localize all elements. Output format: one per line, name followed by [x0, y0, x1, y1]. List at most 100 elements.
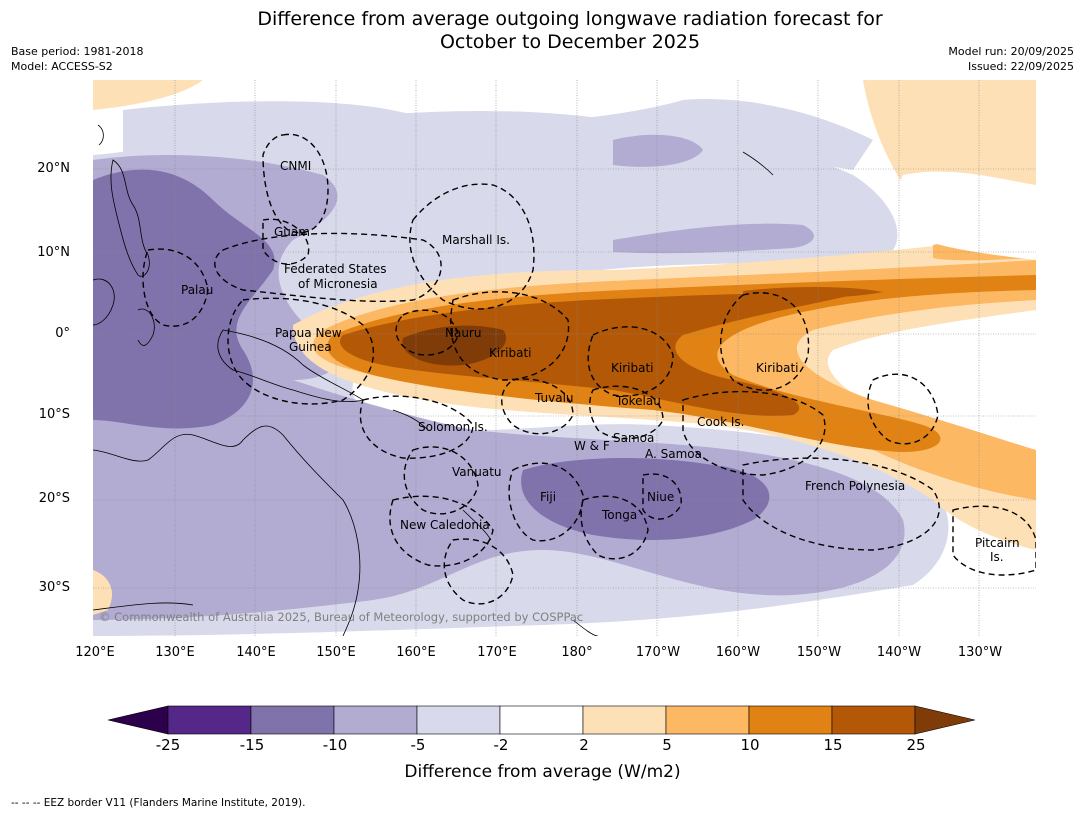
eez-png: [227, 297, 374, 405]
colorbar-extend-high: [914, 705, 976, 735]
colorbar-segment: [665, 705, 750, 735]
new-caledonia-coast: [462, 509, 492, 541]
lon-label-160e: 160°E: [396, 645, 436, 660]
label-kiribati-c: Kiribati: [611, 361, 653, 375]
colorbar-segment: [582, 705, 667, 735]
lat-label-20n: 20°N: [37, 161, 70, 176]
label-solomon: Solomon Is.: [418, 420, 488, 434]
label-pitcairn-2: Is.: [990, 550, 1004, 564]
label-png-2: Guinea: [289, 340, 332, 354]
forecast-map: CNMI Guam Marshall Is. Federated States …: [93, 80, 1036, 636]
label-new-caledonia: New Caledonia: [400, 518, 490, 532]
eez-cnmi: [262, 133, 329, 234]
label-nauru: Nauru: [445, 326, 481, 340]
meta-right: Model run: 20/09/2025 Issued: 22/09/2025: [948, 44, 1074, 74]
colorbar-tick: -25: [155, 736, 181, 754]
label-wf: W & F: [574, 439, 610, 453]
eez-guam: [262, 218, 310, 265]
label-french-polynesia: French Polynesia: [805, 479, 905, 493]
chart-title: Difference from average outgoing longwav…: [0, 8, 1085, 54]
eez-niue: [642, 473, 682, 520]
label-fsm-1: Federated States: [284, 262, 386, 276]
label-marshall: Marshall Is.: [442, 233, 510, 247]
eez-nauru: [395, 309, 459, 356]
label-samoa: Samoa: [613, 431, 654, 445]
colorbar-tick: -10: [322, 736, 348, 754]
colorbar-tick: -15: [239, 736, 265, 754]
hawaii-coast: [742, 151, 774, 176]
eez-tuvalu: [501, 378, 574, 435]
label-guam: Guam: [274, 225, 310, 239]
label-niue: Niue: [647, 490, 674, 504]
eez-tokelau: [589, 385, 664, 440]
anomaly-medium-purple-cap: [613, 134, 703, 167]
colorbar-segment: [416, 705, 501, 735]
lat-label-10s: 10°S: [38, 407, 70, 422]
colorbar-tick: 5: [662, 736, 672, 754]
eez-source-note: -- -- -- EEZ border V11 (Flanders Marine…: [11, 797, 306, 809]
lat-label-0: 0°: [55, 326, 70, 341]
eez-palau: [142, 248, 209, 327]
gridlines: [93, 80, 1036, 636]
label-cook: Cook Is.: [697, 415, 744, 429]
colorbar: [107, 705, 976, 735]
lat-label-20s: 20°S: [38, 491, 70, 506]
new-zealand-coast: [572, 619, 599, 636]
anomaly-darkest-orange-core: [339, 293, 853, 416]
region-labels: CNMI Guam Marshall Is. Federated States …: [181, 159, 1020, 564]
eez-kiribati-central: [587, 326, 674, 397]
label-tonga: Tonga: [601, 508, 637, 522]
label-tokelau: Tokelau: [615, 394, 661, 408]
eez-borders: [142, 133, 1036, 605]
borneo-coast: [93, 278, 115, 326]
eez-tonga: [580, 495, 649, 560]
lon-label-150w: 150°W: [796, 645, 842, 660]
copyright-notice: © Commonwealth of Australia 2025, Bureau…: [99, 610, 583, 624]
label-cnmi: CNMI: [280, 159, 311, 173]
colorbar-segment: [167, 705, 252, 735]
lon-label-120e: 120°E: [75, 645, 115, 660]
issued-date: Issued: 22/09/2025: [967, 60, 1074, 73]
label-png-1: Papua New: [275, 326, 342, 340]
solomon-coast: [392, 409, 429, 431]
australia-coast: [93, 425, 361, 636]
lon-label-150e: 150°E: [316, 645, 356, 660]
colorbar-tick: -2: [493, 736, 509, 754]
eez-fiji: [508, 462, 584, 542]
colorbar-tick: 2: [579, 736, 589, 754]
anomaly-dark-purple-west: [93, 169, 275, 429]
lon-label-180: 180°: [561, 645, 593, 660]
eez-kiribati-west: [450, 291, 570, 381]
eez-vanuatu: [403, 446, 479, 515]
colorbar-segments: [107, 705, 976, 735]
colorbar-extend-low: [107, 705, 169, 735]
lon-label-140e: 140°E: [236, 645, 276, 660]
model-name: Model: ACCESS-S2: [11, 60, 113, 73]
lon-label-160w: 160°W: [715, 645, 761, 660]
anomaly-dark-purple-south: [521, 458, 770, 540]
colorbar-label: Difference from average (W/m2): [404, 762, 681, 782]
lon-label-170e: 170°E: [477, 645, 517, 660]
sulawesi-coast: [137, 308, 155, 346]
label-kiribati-w: Kiribati: [489, 346, 531, 360]
label-kiribati-e: Kiribati: [756, 361, 798, 375]
label-vanuatu: Vanuatu: [452, 465, 502, 479]
colorbar-segment: [831, 705, 916, 735]
label-fsm-2: of Micronesia: [298, 277, 378, 291]
colorbar-tick: 25: [906, 736, 926, 754]
model-run: Model run: 20/09/2025: [948, 45, 1074, 58]
colorbar-tick: 15: [823, 736, 843, 754]
lon-label-170w: 170°W: [635, 645, 681, 660]
label-fiji: Fiji: [540, 490, 556, 504]
lon-label-130e: 130°E: [155, 645, 195, 660]
eez-marshall: [409, 183, 535, 310]
colorbar-segment: [499, 705, 584, 735]
label-asamoa: A. Samoa: [645, 447, 702, 461]
colorbar-segment: [250, 705, 335, 735]
title-line-2: October to December 2025: [439, 31, 701, 53]
label-palau: Palau: [181, 283, 213, 297]
colorbar-tick: -5: [410, 736, 426, 754]
eez-cook: [682, 390, 826, 476]
anomaly-light-orange-sw: [93, 570, 113, 615]
south-australia-coast: [93, 602, 194, 611]
